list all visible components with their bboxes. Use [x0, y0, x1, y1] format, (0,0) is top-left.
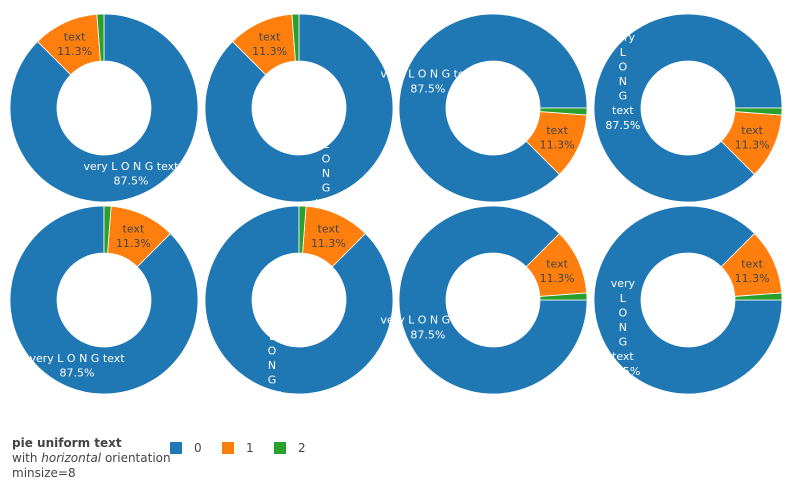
- legend-label-1: 1: [246, 441, 254, 455]
- legend-label-0: 0: [194, 441, 202, 455]
- legend-title: pie uniform text with horizontal orienta…: [12, 436, 171, 481]
- pie-4: very L O N G text 87.5% text 11.3%: [9, 205, 199, 395]
- pie-1-slice-1-label: text 11.3%: [252, 31, 287, 59]
- legend-item-1[interactable]: 1: [222, 441, 274, 455]
- legend-swatch-1: [222, 442, 234, 454]
- pie-1-slice-2[interactable]: [291, 13, 300, 62]
- pie-6-slice-0[interactable]: [398, 205, 588, 395]
- pie-0-slice-0-label: very L O N G text 87.5%: [83, 160, 179, 188]
- pie-4-slice-2[interactable]: [103, 205, 112, 254]
- legend-title-minsize: minsize=8: [12, 466, 76, 480]
- pie-4-slice-1[interactable]: [107, 205, 172, 268]
- pie-5-slice-0[interactable]: [204, 205, 394, 395]
- pie-7-slice-0[interactable]: [593, 205, 783, 395]
- pie-0: very L O N G text 87.5% text 11.3%: [9, 13, 199, 203]
- pie-4-slice-1-label: text 11.3%: [116, 223, 151, 251]
- pie-2-slice-0[interactable]: [398, 13, 588, 203]
- pie-2-slice-1-label: text 11.3%: [540, 124, 575, 152]
- pie-4-slice-0[interactable]: [9, 205, 199, 395]
- pie-5-slice-1-label: text 11.3%: [311, 223, 346, 251]
- legend-swatch-0: [170, 442, 182, 454]
- pie-3-slice-0[interactable]: [593, 13, 783, 203]
- pie-0-slice-2[interactable]: [96, 13, 105, 62]
- pie-4-slice-0-label: very L O N G text 87.5%: [29, 352, 125, 380]
- legend-item-0[interactable]: 0: [170, 441, 222, 455]
- pie-6: very L O N G text 87.5% text 11.3%: [380, 205, 588, 395]
- pie-0-slice-1-label: text 11.3%: [57, 31, 92, 59]
- pie-2-slice-0-label: very L O N G text 87.5%: [380, 68, 476, 96]
- legend-item-2[interactable]: 2: [274, 441, 326, 455]
- pie-0-slice-0[interactable]: [9, 13, 199, 203]
- legend-title-main: pie uniform text: [12, 436, 122, 450]
- pie-5-slice-1[interactable]: [302, 205, 367, 268]
- pie-7-slice-1-label: text 11.3%: [735, 257, 770, 285]
- legend-swatch-2: [274, 442, 286, 454]
- pie-2-slice-2[interactable]: [539, 107, 588, 116]
- pie-5-slice-2[interactable]: [298, 205, 307, 254]
- pie-6-slice-0-label: very L O N G text 87.5%: [380, 314, 476, 342]
- pie-6-slice-2[interactable]: [539, 292, 588, 301]
- pie-2: very L O N G text 87.5% text 11.3%: [380, 13, 588, 203]
- pie-3-slice-1-label: text 11.3%: [735, 124, 770, 152]
- legend-label-2: 2: [298, 441, 306, 455]
- pie-6-slice-1-label: text 11.3%: [540, 257, 575, 285]
- legend-title-subtitle: with horizontal orientation: [12, 451, 171, 465]
- pie-3-slice-2[interactable]: [734, 107, 783, 116]
- pie-3-slice-1[interactable]: [720, 111, 783, 176]
- legend: 0 1 2: [170, 441, 326, 455]
- pie-1-slice-0[interactable]: [204, 13, 394, 203]
- pie-7-slice-2[interactable]: [734, 292, 783, 301]
- pie-2-slice-1[interactable]: [525, 111, 588, 176]
